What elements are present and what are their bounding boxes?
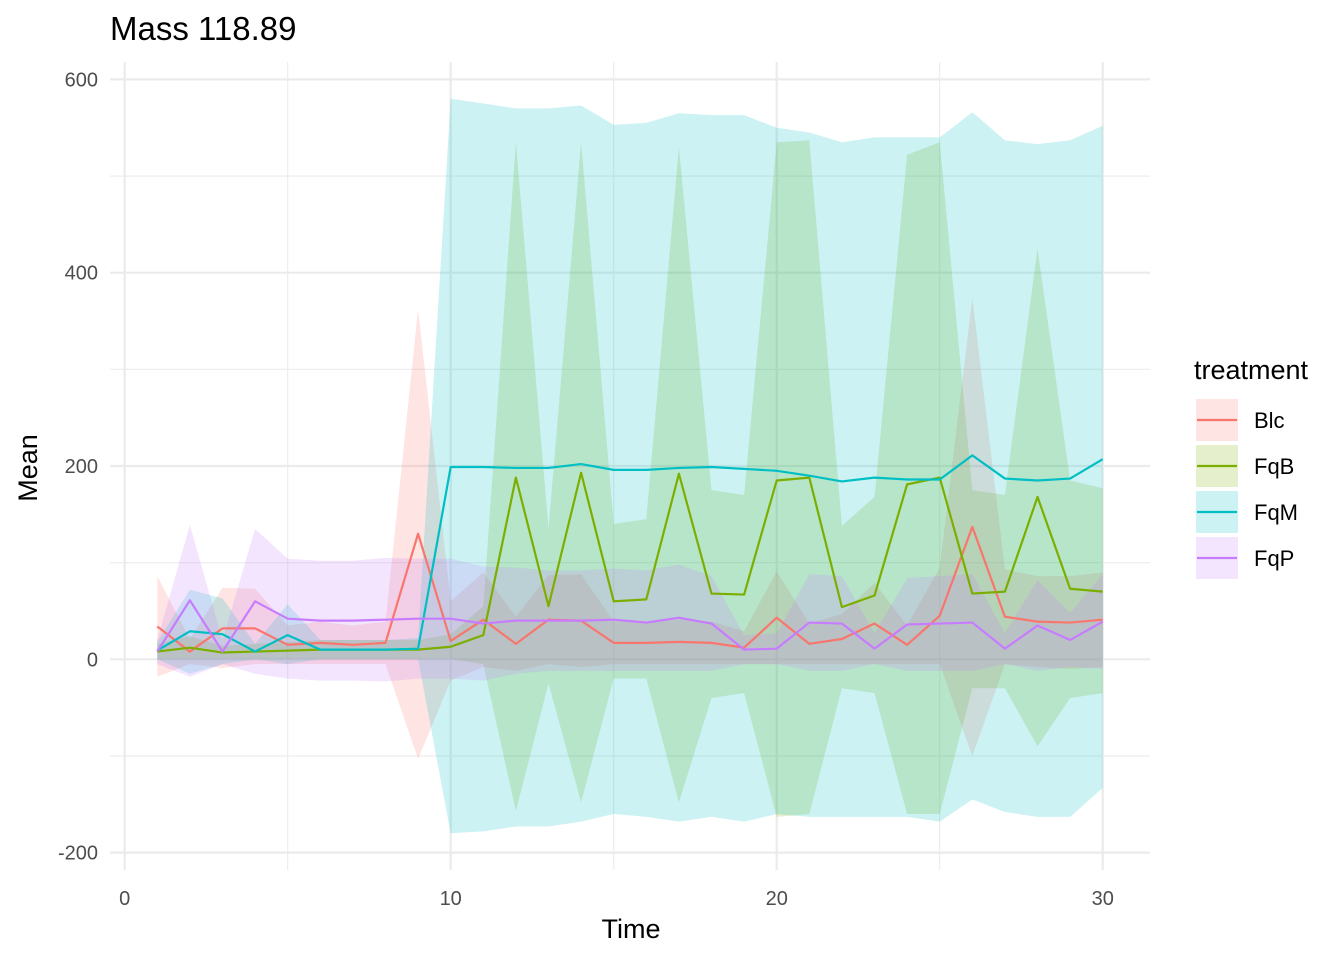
legend-item-fqp: FqP bbox=[1196, 537, 1294, 579]
legend-label-fqm: FqM bbox=[1254, 500, 1298, 525]
x-tick-label: 20 bbox=[766, 888, 788, 910]
y-tick-label: -200 bbox=[58, 843, 98, 865]
x-tick-label: 30 bbox=[1092, 888, 1114, 910]
major-gridlines bbox=[110, 62, 1150, 870]
x-axis-label: Time bbox=[602, 914, 661, 944]
y-tick-label: 400 bbox=[65, 263, 98, 285]
y-tick-label: 200 bbox=[65, 456, 98, 478]
legend-item-fqm: FqM bbox=[1196, 491, 1298, 533]
line-blc bbox=[156, 525, 1103, 653]
y-tick-label: 0 bbox=[87, 649, 98, 671]
legend-title: treatment bbox=[1194, 355, 1309, 385]
y-axis-tick-labels: -200 0 200 400 600 bbox=[58, 69, 98, 864]
legend-item-fqb: FqB bbox=[1196, 445, 1294, 487]
legend: treatment Blc FqB FqM FqP bbox=[1194, 355, 1309, 579]
legend-label-fqb: FqB bbox=[1254, 454, 1294, 479]
y-axis-label: Mean bbox=[13, 434, 43, 502]
chart-title: Mass 118.89 bbox=[110, 10, 297, 47]
series-lines bbox=[156, 454, 1104, 654]
minor-gridlines bbox=[110, 62, 1150, 870]
line-fqm bbox=[156, 454, 1104, 653]
legend-label-fqp: FqP bbox=[1254, 546, 1294, 571]
y-tick-label: 600 bbox=[65, 69, 98, 91]
ribbon-fqb bbox=[157, 140, 1103, 817]
legend-item-blc: Blc bbox=[1196, 399, 1285, 441]
x-axis-tick-labels: 0 10 20 30 bbox=[119, 888, 1114, 910]
line-fqp bbox=[156, 599, 1104, 653]
line-fqb bbox=[157, 471, 1103, 654]
x-tick-label: 10 bbox=[440, 888, 462, 910]
x-tick-label: 0 bbox=[119, 888, 130, 910]
legend-label-blc: Blc bbox=[1254, 408, 1285, 433]
